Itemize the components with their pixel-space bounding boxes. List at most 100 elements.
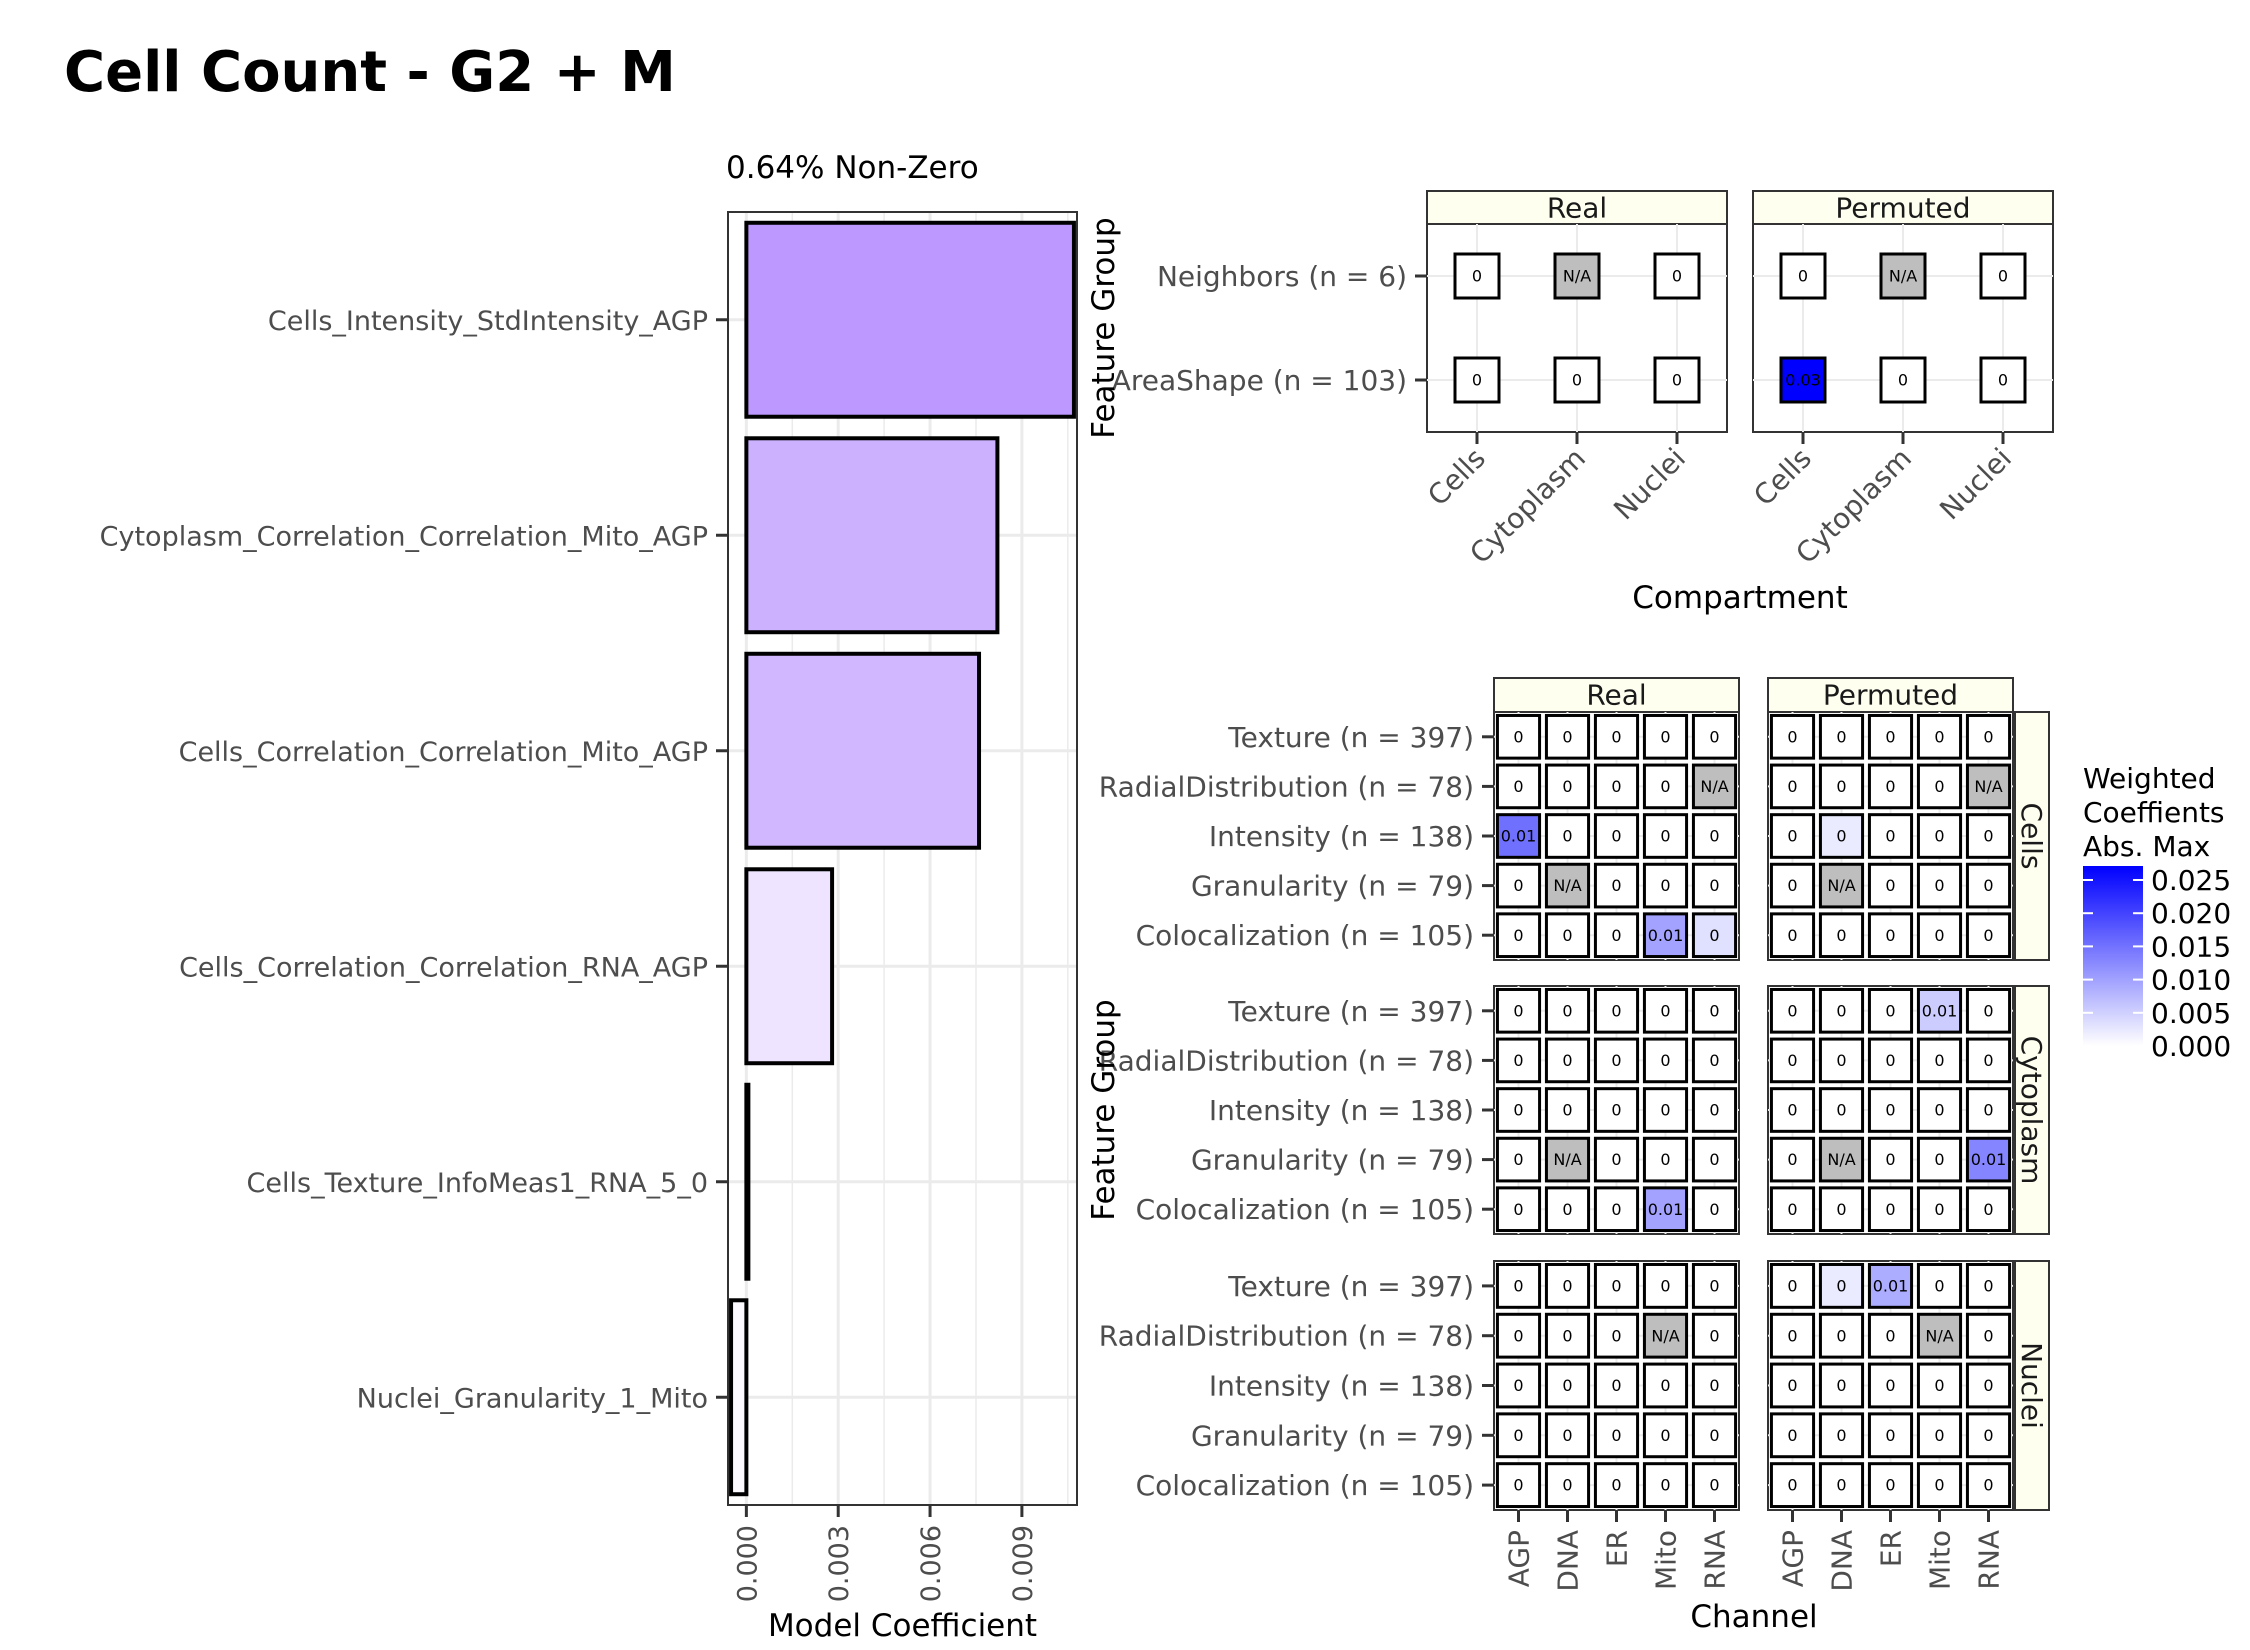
heatmap-cell [1867, 1087, 1914, 1133]
heatmap-cell [1544, 1087, 1591, 1133]
heatmap-cell-label: 0 [1885, 926, 1895, 945]
heatmap-cell [1769, 987, 1816, 1034]
channel-tick-label: ER [1875, 1530, 1908, 1567]
heatmap-cell-label: 0 [1983, 1051, 1993, 1070]
heatmap-cell-label: 0 [1660, 777, 1670, 796]
feature-group-axis-title: Feature Group [1086, 999, 1122, 1220]
feature-group-label: Intensity (n = 138) [1209, 820, 1474, 853]
heatmap-cell [1495, 1262, 1542, 1309]
heatmap-cell-label: 0 [1611, 876, 1621, 895]
heatmap-cell [1867, 1262, 1914, 1309]
heatmap-cell-label: 0 [1513, 777, 1523, 796]
feature-group-label: Texture (n = 397) [1227, 995, 1474, 1028]
heatmap-cell [1818, 1186, 1865, 1233]
heatmap-cell [1544, 763, 1591, 810]
heatmap-cell-label: 0 [1672, 371, 1682, 390]
heatmap-cell-label: 0 [1885, 1001, 1895, 1020]
heatmap-cell [1916, 912, 1963, 959]
heatmap-cell-label: 0 [1885, 1200, 1895, 1219]
heatmap-cell [1965, 1462, 2012, 1509]
facet-strip-label: Permuted [1835, 192, 1970, 225]
heatmap-cell-label: 0 [1983, 1376, 1993, 1395]
feature-group-label: Texture (n = 397) [1227, 721, 1474, 754]
heatmap-cell-label: N/A [1651, 1326, 1679, 1345]
heatmap-cell [1642, 1037, 1689, 1084]
heatmap-cell-label: 0 [1660, 727, 1670, 746]
channel-tick-label: DNA [1552, 1530, 1585, 1592]
heatmap-cell [1495, 1037, 1542, 1084]
heatmap-cell-label: N/A [1974, 777, 2002, 796]
heatmap-cell [1769, 912, 1816, 959]
compartment-tick-label: Nuclei [1607, 442, 1692, 527]
heatmap-cell [1593, 912, 1640, 959]
heatmap-cell [1867, 1412, 1914, 1459]
heatmap-cell [1642, 1262, 1689, 1309]
heatmap-cell-label: 0 [1513, 727, 1523, 746]
heatmap-cell [1544, 1312, 1591, 1359]
channel-tick-label: AGP [1503, 1530, 1536, 1587]
heatmap-cell-label: 0 [1562, 1476, 1572, 1495]
heatmap-cell [1965, 987, 2012, 1034]
heatmap-cell [1495, 1186, 1542, 1233]
heatmap-cell-label: 0 [1660, 1150, 1670, 1169]
heatmap-cell [1965, 1037, 2012, 1084]
heatmap-cell [1495, 987, 1542, 1034]
heatmap-cell [1544, 1136, 1591, 1183]
heatmap-cell [1769, 713, 1816, 760]
heatmap-cell [1691, 987, 1738, 1034]
feature-group-label: RadialDistribution (n = 78) [1099, 1044, 1474, 1077]
heatmap-cell [1818, 1362, 1865, 1409]
heatmap-cell-label: 0 [1836, 1200, 1846, 1219]
heatmap-cell [1691, 1186, 1738, 1233]
heatmap-cell [1593, 763, 1640, 810]
heatmap-cell-label: 0 [1836, 1326, 1846, 1345]
heatmap-cell-label: 0 [1572, 371, 1582, 390]
heatmap-cell-label: 0 [1787, 1476, 1797, 1495]
heatmap-cell [1867, 713, 1914, 760]
heatmap-cell [1691, 1462, 1738, 1509]
heatmap-cell-label: 0 [1836, 926, 1846, 945]
heatmap-cell-label: N/A [1827, 876, 1855, 895]
heatmap-cell-label: 0 [1513, 1001, 1523, 1020]
heatmap-cell-label: 0 [1660, 1426, 1670, 1445]
heatmap-cell-label: 0 [1562, 827, 1572, 846]
heatmap-cell-label: 0 [1562, 1376, 1572, 1395]
heatmap-cell-label: 0 [1787, 727, 1797, 746]
heatmap-cell [1879, 252, 1927, 300]
heatmap-cell-label: 0 [1983, 1200, 1993, 1219]
channel-axis-title: Channel [1690, 1599, 1817, 1635]
bar [744, 220, 1076, 419]
heatmap-cell-label: 0 [1983, 1426, 1993, 1445]
bar-subtitle: 0.64% Non-Zero [726, 150, 979, 186]
heatmap-cell [1867, 1312, 1914, 1359]
bar [744, 436, 1000, 635]
heatmap-cell [1818, 1262, 1865, 1309]
heatmap-cell-label: 0 [1513, 1426, 1523, 1445]
heatmap-cell-label: 0 [1562, 1101, 1572, 1120]
heatmap-cell-label: 0 [1709, 1051, 1719, 1070]
heatmap-cell-label: 0 [1513, 926, 1523, 945]
heatmap-cell [1916, 813, 1963, 859]
heatmap-cell-label: 0 [1787, 1101, 1797, 1120]
heatmap-cell-label: 0 [1660, 1277, 1670, 1296]
heatmap-cell-label: 0 [1660, 1376, 1670, 1395]
heatmap-cell [1495, 1412, 1542, 1459]
heatmap-cell-label: 0 [1513, 1277, 1523, 1296]
heatmap-cell-label: 0.03 [1785, 371, 1821, 390]
heatmap-cell-label: 0 [1709, 827, 1719, 846]
heatmap-cell-label: 0 [1787, 1376, 1797, 1395]
heatmap-cell-label: 0 [1709, 1326, 1719, 1345]
heatmap-cell-label: 0 [1660, 1476, 1670, 1495]
heatmap-cell-label: 0 [1885, 727, 1895, 746]
feature-group-label: Colocalization (n = 105) [1136, 1193, 1474, 1226]
heatmap-cell [1453, 356, 1501, 404]
heatmap-cell-label: 0 [1983, 727, 1993, 746]
heatmap-cell-label: 0 [1709, 876, 1719, 895]
heatmap-cell [1769, 1037, 1816, 1084]
row-facet-strip-label: Cytoplasm [2015, 1036, 2048, 1185]
heatmap-cell [1495, 912, 1542, 959]
heatmap-cell [1495, 813, 1542, 859]
row-facet-strip [2014, 1260, 2050, 1511]
heatmap-cell-label: 0 [1513, 1051, 1523, 1070]
heatmap-cell-label: 0 [1562, 1051, 1572, 1070]
